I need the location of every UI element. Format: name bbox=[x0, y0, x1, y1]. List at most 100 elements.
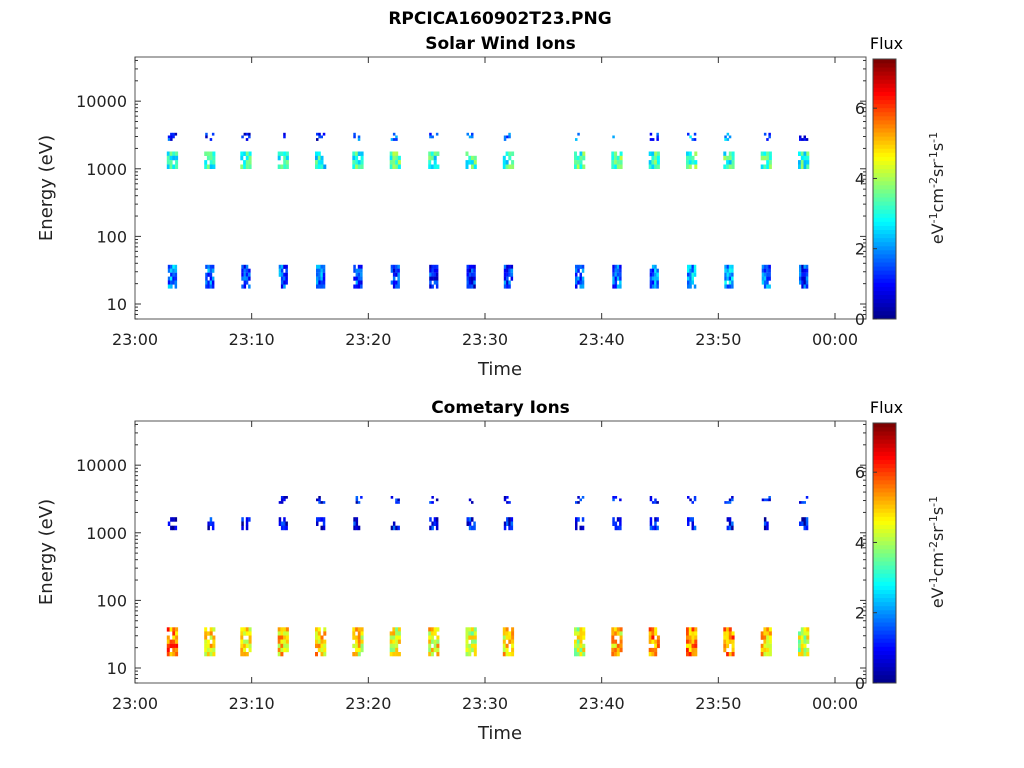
colorbar-tick-label: 2 bbox=[855, 604, 865, 623]
flux-cell bbox=[806, 160, 810, 165]
flux-cell bbox=[397, 652, 401, 657]
flux-cell bbox=[579, 151, 583, 156]
flux-cell bbox=[243, 160, 247, 165]
flux-cell bbox=[723, 647, 727, 653]
flux-cell bbox=[465, 631, 469, 636]
colorbar-swatch bbox=[873, 467, 896, 473]
flux-cell bbox=[392, 268, 396, 273]
colorbar-swatch bbox=[873, 483, 896, 489]
flux-cell bbox=[579, 643, 583, 649]
y-tick-label: 1000 bbox=[86, 160, 127, 179]
flux-cell bbox=[315, 151, 318, 156]
flux-cell bbox=[691, 276, 694, 281]
flux-cell bbox=[243, 272, 247, 277]
flux-cell bbox=[243, 627, 247, 632]
flux-cell bbox=[508, 525, 511, 531]
flux-cell bbox=[428, 155, 432, 161]
flux-cell bbox=[651, 627, 655, 632]
colorbar-swatch bbox=[873, 290, 896, 296]
flux-cell bbox=[283, 521, 286, 526]
flux-cell bbox=[579, 525, 582, 531]
flux-cell bbox=[430, 635, 434, 640]
flux-cell bbox=[170, 276, 173, 281]
flux-cell bbox=[654, 501, 657, 504]
flux-cell bbox=[619, 164, 623, 169]
flux-cell bbox=[574, 643, 577, 649]
flux-cell bbox=[390, 138, 394, 141]
flux-cell bbox=[280, 276, 284, 281]
flux-cell bbox=[694, 151, 698, 156]
flux-cell bbox=[654, 627, 658, 632]
flux-cell bbox=[248, 647, 252, 653]
flux-cell bbox=[357, 264, 361, 269]
flux-cell bbox=[431, 272, 434, 277]
flux-cell bbox=[280, 652, 284, 657]
flux-cell bbox=[510, 268, 514, 273]
flux-cell bbox=[761, 498, 765, 502]
flux-cell bbox=[728, 635, 732, 640]
flux-cell bbox=[465, 639, 469, 644]
flux-cell bbox=[172, 631, 176, 636]
flux-cell bbox=[429, 517, 432, 522]
flux-cell bbox=[731, 272, 734, 277]
flux-cell bbox=[320, 639, 324, 644]
flux-cell bbox=[691, 631, 695, 636]
flux-cell bbox=[465, 151, 469, 156]
flux-cell bbox=[473, 155, 477, 161]
flux-cell bbox=[656, 132, 659, 136]
flux-cell bbox=[768, 132, 771, 136]
flux-cell bbox=[688, 652, 692, 657]
flux-cell bbox=[248, 639, 252, 644]
panel-title: Cometary Ions bbox=[431, 398, 570, 418]
flux-cell bbox=[801, 138, 804, 141]
flux-cell bbox=[468, 627, 472, 632]
colorbar-swatch bbox=[873, 544, 896, 550]
flux-cell bbox=[436, 635, 440, 640]
flux-cell bbox=[616, 160, 620, 165]
flux-cell bbox=[616, 155, 620, 161]
x-axis-label: Time bbox=[477, 723, 522, 744]
colorbar-swatch bbox=[873, 459, 896, 465]
flux-cell bbox=[355, 272, 359, 277]
flux-cell bbox=[656, 280, 659, 285]
flux-cell bbox=[510, 272, 514, 277]
flux-cell bbox=[577, 264, 580, 269]
flux-cell bbox=[687, 517, 690, 522]
flux-cell bbox=[728, 639, 732, 644]
flux-cell bbox=[577, 501, 580, 504]
flux-cell bbox=[687, 268, 690, 273]
flux-cell bbox=[574, 151, 577, 156]
flux-cell bbox=[506, 268, 509, 273]
flux-cell bbox=[688, 164, 692, 169]
flux-cell bbox=[468, 272, 472, 277]
flux-cell bbox=[619, 160, 623, 165]
flux-cell bbox=[280, 631, 284, 636]
flux-cell bbox=[579, 155, 583, 161]
flux-cell bbox=[471, 264, 474, 269]
flux-cell bbox=[614, 276, 618, 281]
flux-cell bbox=[245, 627, 249, 632]
flux-cell bbox=[395, 525, 398, 531]
flux-cell bbox=[801, 517, 804, 522]
flux-cell bbox=[575, 517, 578, 522]
y-axis-label: Energy (eV) bbox=[36, 499, 57, 605]
flux-cell bbox=[172, 639, 176, 644]
flux-cell bbox=[726, 155, 730, 161]
flux-cell bbox=[612, 276, 615, 281]
flux-cell bbox=[209, 164, 213, 169]
flux-cell bbox=[471, 280, 474, 285]
flux-cell bbox=[768, 631, 772, 636]
flux-cell bbox=[320, 525, 323, 531]
flux-cell bbox=[798, 639, 801, 644]
flux-cell bbox=[651, 652, 655, 657]
flux-cell bbox=[318, 264, 321, 269]
x-tick-label: 23:00 bbox=[112, 330, 158, 349]
flux-cell bbox=[502, 639, 506, 644]
flux-cell bbox=[651, 268, 655, 273]
plot-frame bbox=[134, 56, 867, 320]
flux-cell bbox=[320, 647, 324, 653]
flux-cell bbox=[763, 151, 767, 156]
flux-cell bbox=[209, 264, 213, 269]
flux-cell bbox=[206, 155, 210, 161]
flux-cell bbox=[768, 155, 772, 161]
